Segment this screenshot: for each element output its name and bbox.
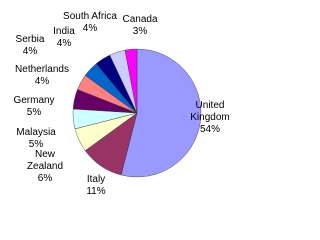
pie-slice bbox=[124, 48, 138, 114]
slice-label: South Africa 4% bbox=[62, 11, 118, 35]
slice-percent: 5% bbox=[26, 107, 42, 118]
slice-percent: 4% bbox=[56, 38, 72, 49]
slice-label: Canada 3% bbox=[112, 14, 168, 38]
slice-name: India bbox=[53, 26, 75, 37]
slice-label: India 4% bbox=[36, 26, 92, 50]
slice-name: Serbia bbox=[15, 34, 45, 45]
pie-slice bbox=[120, 48, 202, 178]
slice-label: Germany 5% bbox=[6, 95, 62, 119]
slice-name: United Kingdom bbox=[190, 100, 230, 123]
slice-percent: 54% bbox=[199, 124, 220, 135]
slice-name: Italy bbox=[86, 174, 106, 185]
slice-label: New Zealand 6% bbox=[17, 149, 73, 185]
slice-percent: 4% bbox=[34, 76, 50, 87]
slice-percent: 3% bbox=[132, 26, 148, 37]
slice-name: Netherlands bbox=[15, 64, 69, 75]
chart: United Kingdom 54% Italy 11% New Zealand 6% Ma… bbox=[2, 11, 238, 198]
slice-percent: 5% bbox=[28, 139, 44, 150]
slice-name: South Africa bbox=[63, 11, 117, 22]
slice-label: Netherlands 4% bbox=[14, 64, 70, 88]
pie-area bbox=[72, 48, 202, 178]
slice-percent: 4% bbox=[82, 23, 98, 34]
slice-percent: 11% bbox=[86, 186, 106, 197]
slice-label: Italy 11% bbox=[68, 174, 124, 198]
slice-name: New Zealand bbox=[26, 149, 64, 172]
slice-percent: 6% bbox=[37, 173, 53, 184]
slice-percent: 4% bbox=[22, 46, 38, 57]
slice-name: Canada bbox=[122, 14, 158, 25]
slice-name: Malaysia bbox=[16, 127, 56, 138]
slice-label: Serbia 4% bbox=[2, 34, 58, 58]
slice-label: Malaysia 5% bbox=[8, 127, 64, 151]
slice-label: United Kingdom 54% bbox=[182, 100, 238, 136]
slice-name: Germany bbox=[13, 95, 55, 106]
